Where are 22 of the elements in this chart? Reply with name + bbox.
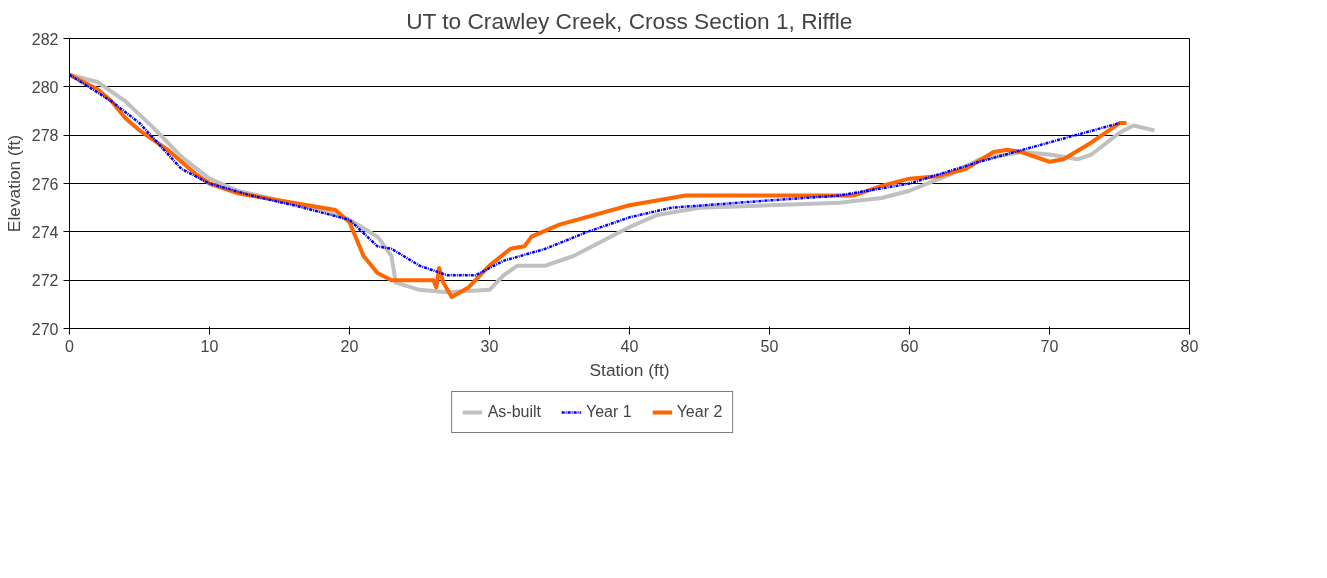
chart-title: UT to Crawley Creek, Cross Section 1, Riffle [406,7,853,34]
y-tick-label: 274 [31,223,59,241]
legend-label: As-built [487,403,541,421]
x-tick-label: 20 [340,337,359,355]
x-tick-label: 50 [760,337,779,355]
y-axis-title: Elevation (ft) [3,134,24,233]
x-tick-label: 70 [1040,337,1059,355]
legend-label: Year 2 [676,403,723,421]
x-tick-label: 10 [200,337,219,355]
x-axis-title: Station (ft) [589,359,670,380]
y-tick-label: 278 [31,127,59,145]
x-tick-label: 80 [1180,337,1199,355]
y-tick-label: 270 [31,320,59,338]
y-tick-label: 282 [31,30,59,48]
legend-label: Year 1 [585,403,632,421]
x-tick-label: 60 [900,337,919,355]
x-tick-label: 40 [620,337,639,355]
x-tick-label: 0 [65,337,75,355]
y-tick-label: 272 [31,272,59,290]
y-tick-label: 280 [31,78,59,96]
x-tick-label: 30 [480,337,499,355]
y-tick-label: 276 [31,175,59,193]
